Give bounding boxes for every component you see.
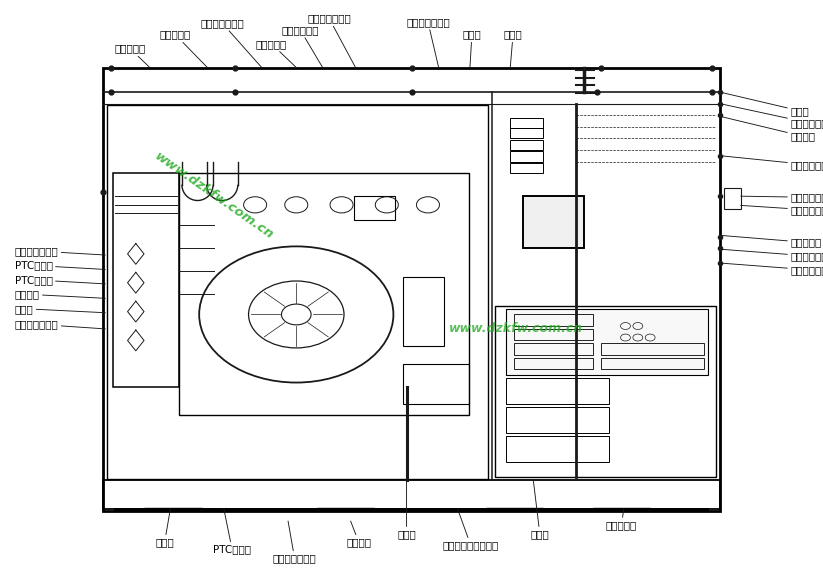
Text: 十字槽沉头螺钉: 十字槽沉头螺钉 [721,104,823,129]
Text: 温控器: 温控器 [15,304,105,314]
Text: 缠绕护套管: 缠绕护套管 [114,43,150,68]
Circle shape [281,304,311,325]
Text: 风机垫脚: 风机垫脚 [346,521,371,548]
Text: 十字槽盘头螺钉: 十字槽盘头螺钉 [272,521,317,564]
Text: 飞机支撑脚: 飞机支撑脚 [606,509,637,530]
Text: 电器罩定位支板: 电器罩定位支板 [15,319,105,329]
Polygon shape [506,309,708,375]
Text: 电源引线组急案: 电源引线组急案 [721,249,823,261]
Text: 烘干回路线组件: 烘干回路线组件 [15,246,105,256]
Text: 电源板: 电源板 [531,480,549,539]
Text: 电源线: 电源线 [721,92,809,116]
Text: www.dzkfw.com.cn: www.dzkfw.com.cn [449,323,583,335]
Text: 辉光启动器座: 辉光启动器座 [281,25,323,68]
Text: 保洁引接线组件: 保洁引接线组件 [307,13,356,68]
Text: PTC前支架: PTC前支架 [15,260,105,271]
Text: 左右灯座引接线: 左右灯座引接线 [200,18,262,68]
Text: 辉光启动器: 辉光启动器 [256,39,296,68]
Text: 烘干引接线组件: 烘干引接线组件 [406,17,450,68]
Text: 电线护套圈: 电线护套圈 [160,29,207,68]
Text: 接风盒盖: 接风盒盖 [15,289,105,299]
Polygon shape [523,196,584,248]
Text: 外锯齿锁紧垫圈: 外锯齿锁紧垫圈 [741,205,823,215]
Text: 后盖板: 后盖板 [504,29,523,68]
Text: 电线护套圈: 电线护套圈 [721,235,821,248]
Text: PTC后支架: PTC后支架 [213,509,251,554]
Text: 门控开关串联引接线: 门控开关串联引接线 [443,509,499,550]
Text: 接线端子: 接线端子 [721,117,815,141]
Text: www.dzkfw.com.cn: www.dzkfw.com.cn [152,150,277,242]
Text: 变压器: 变压器 [463,29,481,68]
Text: 镇流器: 镇流器 [398,480,416,539]
Text: 十字槽盘头螺钉: 十字槽盘头螺钉 [741,192,823,203]
Text: 电子门锁引接线: 电子门锁引接线 [721,263,823,275]
Text: 接风盒: 接风盒 [156,509,174,548]
Text: PTC加热器: PTC加热器 [15,275,105,285]
Text: 十字槽盘头螺钉: 十字槽盘头螺钉 [721,156,823,170]
